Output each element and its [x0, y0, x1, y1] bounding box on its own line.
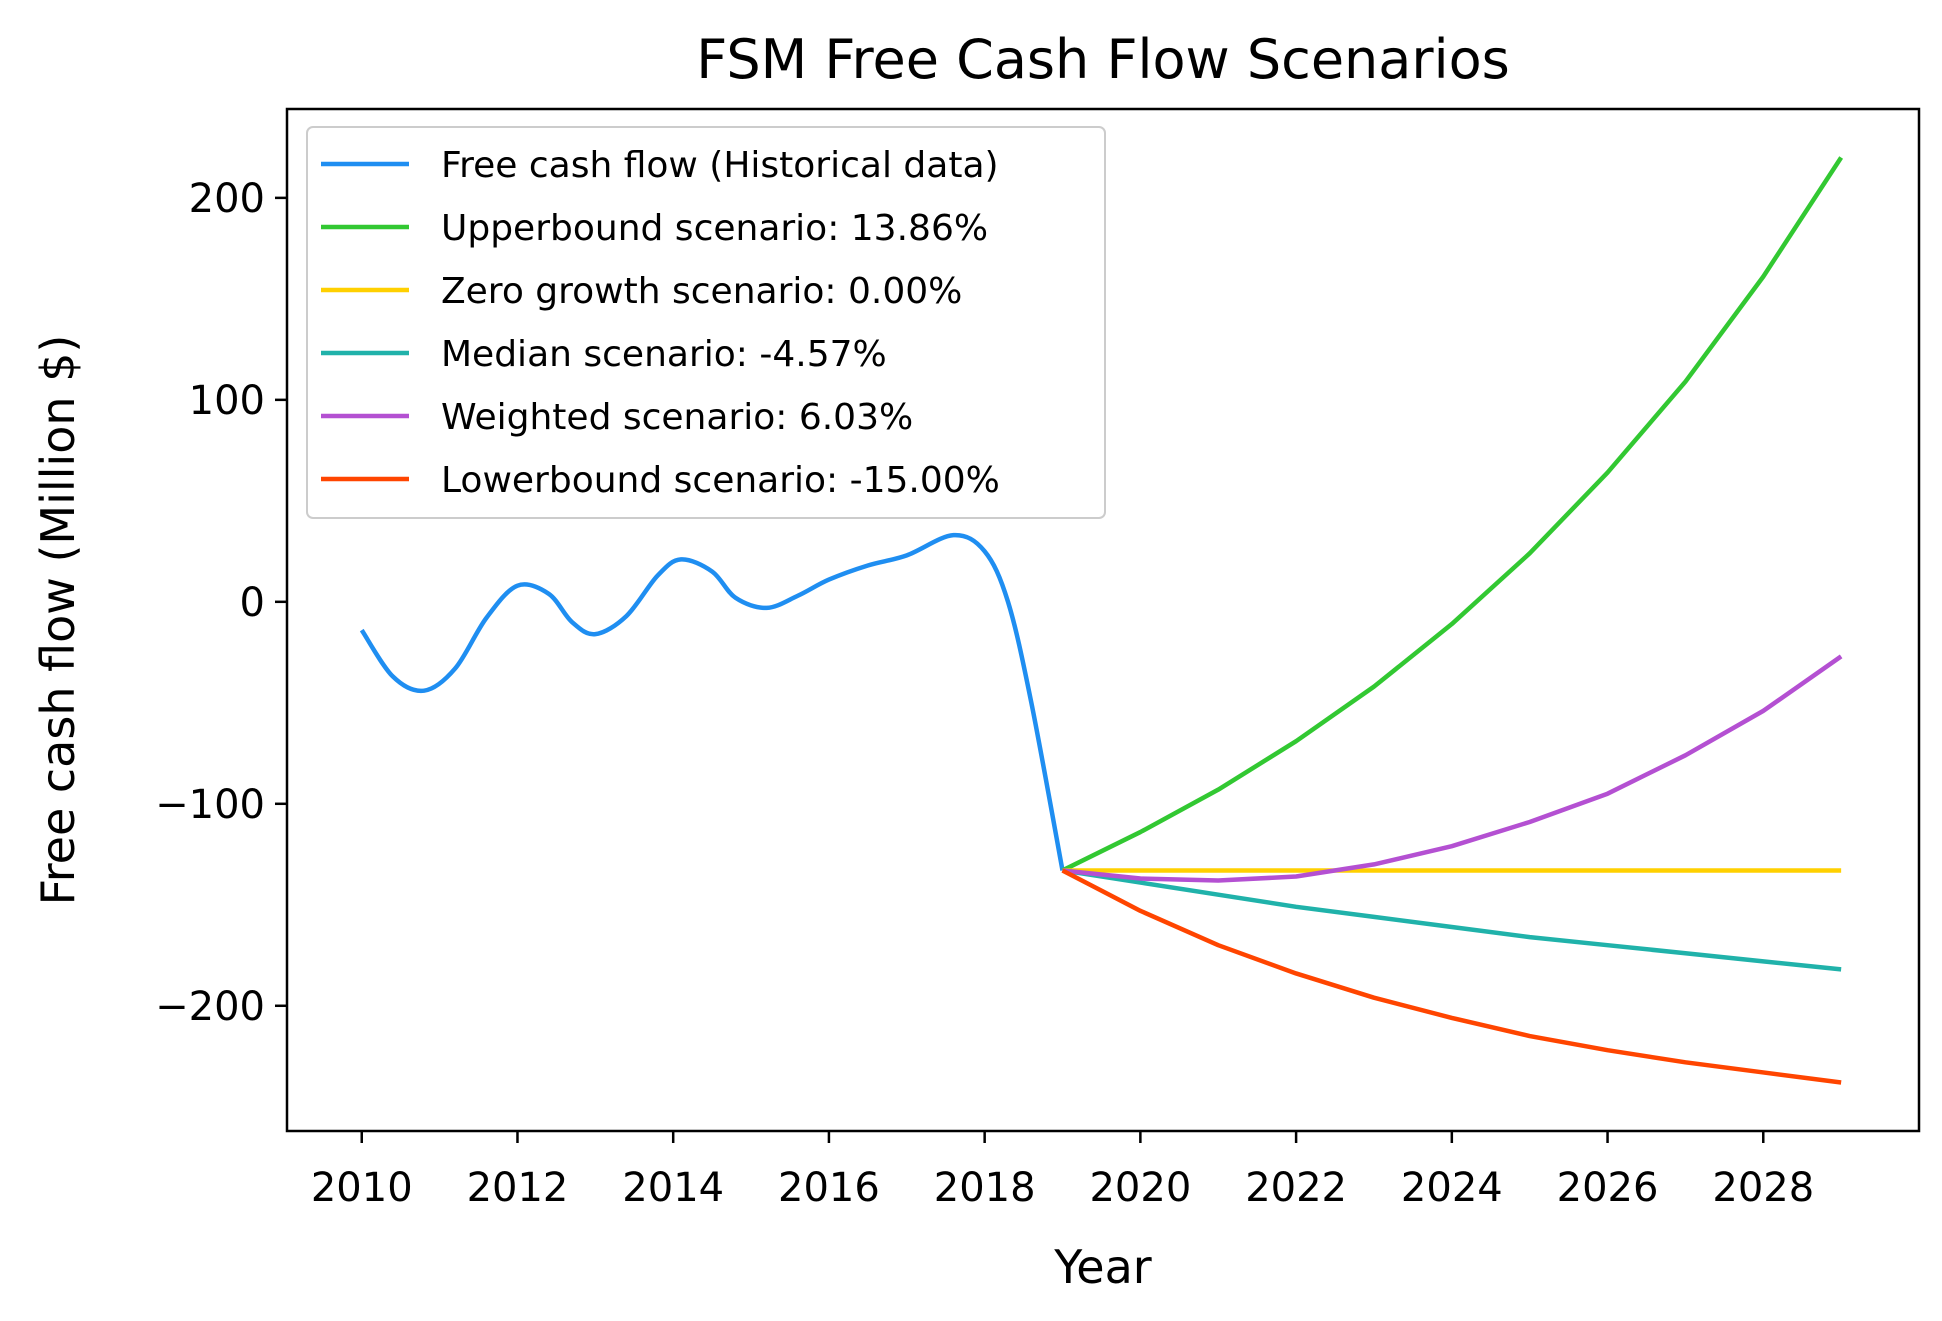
series-line-0 [359, 532, 1065, 871]
legend-entry-label: Weighted scenario: 6.03% [441, 397, 913, 438]
series-layer [359, 156, 1844, 1085]
legend-entry-label: Upperbound scenario: 13.86% [441, 208, 988, 249]
x-tick-label: 2016 [778, 1165, 880, 1211]
y-tick-label: 100 [189, 378, 265, 424]
x-tick-label: 2020 [1089, 1165, 1191, 1211]
series-line-3 [1062, 868, 1842, 972]
series-line-1 [1061, 156, 1844, 873]
x-tick-label: 2026 [1557, 1165, 1659, 1211]
plot-frame [285, 107, 1921, 1133]
x-axis: 2010 2012 2014 2016 2018 2020 2022 2024 2026 2028 [311, 1131, 1814, 1211]
legend-entry-label: Median scenario: -4.57% [441, 334, 887, 375]
x-axis-label: Year [1053, 1240, 1151, 1294]
legend-entry-label: Free cash flow (Historical data) [441, 145, 999, 186]
y-tick-label: 0 [240, 580, 265, 626]
y-tick-label: 200 [189, 176, 265, 222]
series-line-5 [1061, 868, 1842, 1085]
legend-entry-label: Lowerbound scenario: -15.00% [441, 460, 1000, 501]
x-tick-label: 2014 [622, 1165, 724, 1211]
x-tick-label: 2024 [1401, 1165, 1503, 1211]
legend-entry-label: Zero growth scenario: 0.00% [441, 271, 962, 312]
legend: Free cash flow (Historical data) Upperbou… [306, 126, 1106, 519]
legend-box [306, 126, 1106, 519]
y-axis-label: Free cash flow (Million $) [31, 335, 85, 906]
series-line-4 [1062, 654, 1843, 883]
x-tick-label: 2022 [1245, 1165, 1347, 1211]
y-tick-label: −200 [155, 984, 265, 1030]
x-tick-label: 2018 [934, 1165, 1036, 1211]
y-tick-label: −100 [155, 782, 265, 828]
x-tick-label: 2012 [467, 1165, 569, 1211]
chart-title: FSM Free Cash Flow Scenarios [696, 28, 1510, 91]
x-tick-label: 2028 [1712, 1165, 1814, 1211]
x-tick-label: 2010 [311, 1165, 413, 1211]
y-axis: −200 −100 0 100 200 [155, 176, 287, 1030]
